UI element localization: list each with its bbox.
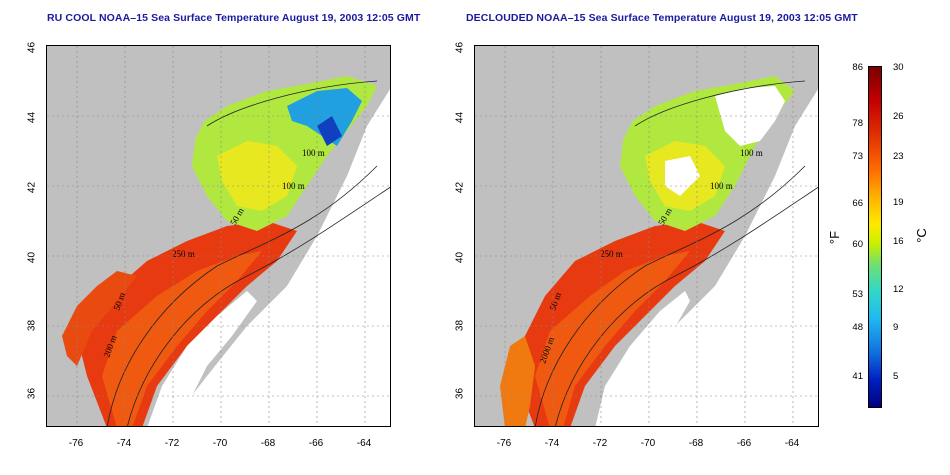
cold-water-core: [287, 88, 362, 146]
colorbar-f-tick: 86: [852, 62, 863, 73]
contour-deep: [127, 186, 390, 426]
x-tick-label: -66: [736, 438, 752, 449]
colorbar-c-tick: 26: [893, 111, 904, 122]
cloud-plume: [147, 291, 257, 426]
colorbar-f-tick: 41: [852, 371, 863, 382]
left-sst-map[interactable]: 100 m 100 m 50 m 250 m 50 m 200 m: [46, 45, 391, 427]
ocean-nodata-area: [596, 89, 818, 426]
land-area: [475, 46, 818, 346]
colorbar-f-tick: 48: [852, 322, 863, 333]
contour-label: 250 m: [172, 249, 195, 259]
y-tick-label: 36: [26, 387, 38, 400]
x-tick-label: -64: [356, 438, 372, 449]
temperature-colorbar: [868, 66, 882, 408]
y-tick-label: 38: [26, 319, 38, 332]
y-tick-label: 42: [454, 181, 466, 194]
lat-lon-grid: [475, 46, 818, 426]
x-tick-label: -70: [212, 438, 228, 449]
contour-label: 250 m: [600, 249, 623, 259]
colorbar-f-tick: 66: [852, 198, 863, 209]
x-tick-label: -76: [68, 438, 84, 449]
contour-label: 100 m: [740, 148, 763, 158]
x-tick-label: -70: [640, 438, 656, 449]
colorbar-f-tick: 53: [852, 289, 863, 300]
x-tick-label: -72: [592, 438, 608, 449]
contour-shelf: [106, 165, 378, 426]
colorbar-c-tick: 9: [893, 322, 899, 333]
celsius-unit-label: °C: [913, 228, 929, 243]
y-tick-label: 44: [454, 111, 466, 124]
ocean-nodata-area: [168, 89, 390, 426]
x-tick-label: -68: [260, 438, 276, 449]
coldest-water: [317, 116, 342, 146]
x-tick-label: -66: [308, 438, 324, 449]
y-tick-label: 36: [454, 387, 466, 400]
contour-deep: [555, 186, 818, 426]
y-tick-label: 46: [454, 41, 466, 54]
lat-lon-grid: [47, 46, 390, 426]
x-tick-label: -68: [688, 438, 704, 449]
left-map-graphic: 100 m 100 m 50 m 250 m 50 m 200 m: [47, 46, 390, 426]
y-tick-label: 40: [454, 251, 466, 264]
mid-water: [217, 141, 297, 211]
right-sst-map[interactable]: 100 m 100 m 50 m 250 m 50 m 2000 m: [474, 45, 819, 427]
land-area: [47, 46, 390, 346]
contour-100m: [206, 80, 378, 127]
colorbar-f-tick: 78: [852, 118, 863, 129]
y-tick-label: 44: [26, 111, 38, 124]
left-map-title: RU COOL NOAA–15 Sea Surface Temperature …: [47, 12, 421, 24]
x-tick-label: -64: [784, 438, 800, 449]
x-tick-label: -74: [116, 438, 132, 449]
colorbar-f-tick: 60: [852, 239, 863, 250]
warm-water-edge: [500, 336, 535, 426]
fahrenheit-unit-label: °F: [827, 230, 843, 245]
warm-water-core: [102, 251, 262, 426]
colorbar-c-tick: 5: [893, 371, 899, 382]
right-map-title: DECLOUDED NOAA–15 Sea Surface Temperatur…: [466, 12, 858, 24]
colorbar-c-tick: 12: [893, 284, 904, 295]
y-tick-label: 40: [26, 251, 38, 264]
colorbar-f-tick: 73: [852, 151, 863, 162]
x-tick-label: -74: [544, 438, 560, 449]
colorbar-c-tick: 19: [893, 197, 904, 208]
colorbar-c-tick: 30: [893, 62, 904, 73]
y-tick-label: 46: [26, 41, 38, 54]
x-tick-label: -76: [496, 438, 512, 449]
right-map-graphic: 100 m 100 m 50 m 250 m 50 m 2000 m: [475, 46, 818, 426]
colorbar-c-tick: 23: [893, 151, 904, 162]
cloud-plume: [595, 291, 690, 426]
cloud-gap: [665, 156, 700, 196]
contour-100m: [634, 80, 806, 127]
contour-shelf: [534, 165, 806, 426]
warm-water-shelf: [62, 271, 137, 366]
warm-water-core: [535, 251, 690, 426]
y-tick-label: 42: [26, 181, 38, 194]
contour-label: 100 m: [302, 148, 325, 158]
colorbar-c-tick: 16: [893, 236, 904, 247]
x-tick-label: -72: [164, 438, 180, 449]
y-tick-label: 38: [454, 319, 466, 332]
